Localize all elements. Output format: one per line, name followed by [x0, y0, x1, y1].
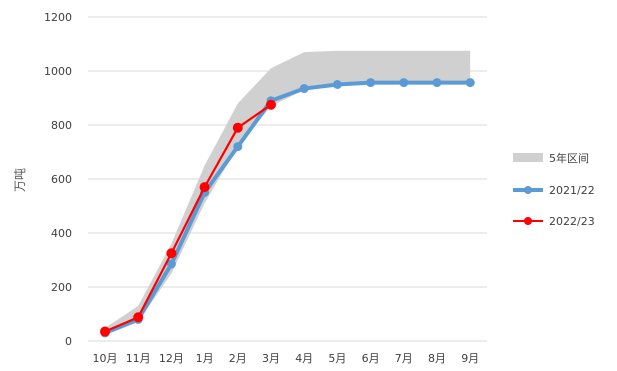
- y-tick-label: 800: [51, 119, 72, 132]
- y-tick-label: 200: [51, 281, 72, 294]
- series-2021-22: [100, 78, 475, 338]
- legend-swatch-band: [513, 153, 543, 162]
- data-point: [299, 84, 309, 94]
- x-tick-label: 4月: [295, 352, 313, 365]
- x-tick-label: 5月: [328, 352, 346, 365]
- series-line: [104, 103, 272, 333]
- band-5yr-range: [105, 50, 471, 336]
- x-tick-label: 11月: [126, 352, 151, 365]
- data-point: [399, 78, 409, 88]
- series-line: [104, 80, 471, 335]
- series-layer: [100, 78, 475, 338]
- x-tick-label: 2月: [229, 352, 247, 365]
- y-axis-label: 万吨: [13, 168, 27, 192]
- y-tick-label: 400: [51, 227, 72, 240]
- data-point: [133, 312, 144, 323]
- legend-swatch-marker: [524, 217, 532, 225]
- x-axis-ticks: 10月 11月 12月 1月 2月 3月 4月 5月 6月 7月 8月 9月: [93, 352, 480, 365]
- x-tick-label: 6月: [362, 352, 380, 365]
- data-point: [266, 99, 276, 110]
- y-tick-label: 600: [51, 173, 72, 186]
- legend-label: 2022/23: [549, 215, 595, 228]
- legend: 5年区间 2021/22 2022/23: [513, 151, 595, 228]
- y-tick-label: 1200: [44, 11, 72, 24]
- x-tick-label: 7月: [395, 352, 413, 365]
- x-tick-label: 8月: [428, 352, 446, 365]
- legend-label-band: 5年区间: [549, 151, 589, 165]
- data-point: [233, 142, 243, 152]
- x-tick-label: 3月: [262, 352, 280, 365]
- data-point: [366, 78, 376, 88]
- y-tick-label: 0: [65, 335, 72, 348]
- data-point: [166, 259, 176, 269]
- data-point: [166, 248, 177, 259]
- x-tick-label: 12月: [159, 352, 184, 365]
- legend-swatch-marker: [524, 186, 532, 194]
- data-point: [432, 78, 442, 88]
- y-tick-label: 1000: [44, 65, 72, 78]
- band-layer: [105, 50, 471, 336]
- data-point: [100, 326, 110, 337]
- data-point: [232, 122, 243, 133]
- x-tick-label: 9月: [461, 352, 479, 365]
- legend-label: 2021/22: [549, 184, 595, 197]
- x-tick-label: 1月: [196, 352, 214, 365]
- data-point: [332, 80, 342, 89]
- y-axis-ticks: 0 200 400 600 800 1000 1200: [44, 11, 72, 348]
- series-2022-23: [100, 99, 276, 337]
- x-tick-label: 10月: [93, 352, 118, 365]
- data-point: [465, 78, 475, 88]
- data-point: [199, 182, 210, 193]
